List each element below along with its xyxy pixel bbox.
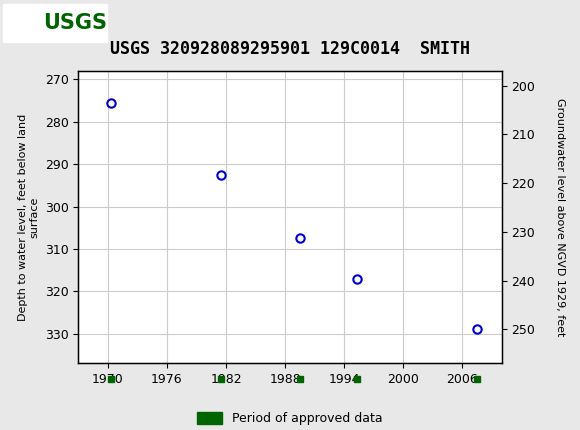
- Bar: [3, 3, 107, 42]
- Text: USGS 320928089295901 129C0014  SMITH: USGS 320928089295901 129C0014 SMITH: [110, 40, 470, 58]
- Y-axis label: Depth to water level, feet below land
surface: Depth to water level, feet below land su…: [17, 114, 39, 321]
- Text: USGS: USGS: [44, 12, 107, 33]
- Legend: Period of approved data: Period of approved data: [192, 407, 388, 430]
- Y-axis label: Groundwater level above NGVD 1929, feet: Groundwater level above NGVD 1929, feet: [554, 98, 565, 336]
